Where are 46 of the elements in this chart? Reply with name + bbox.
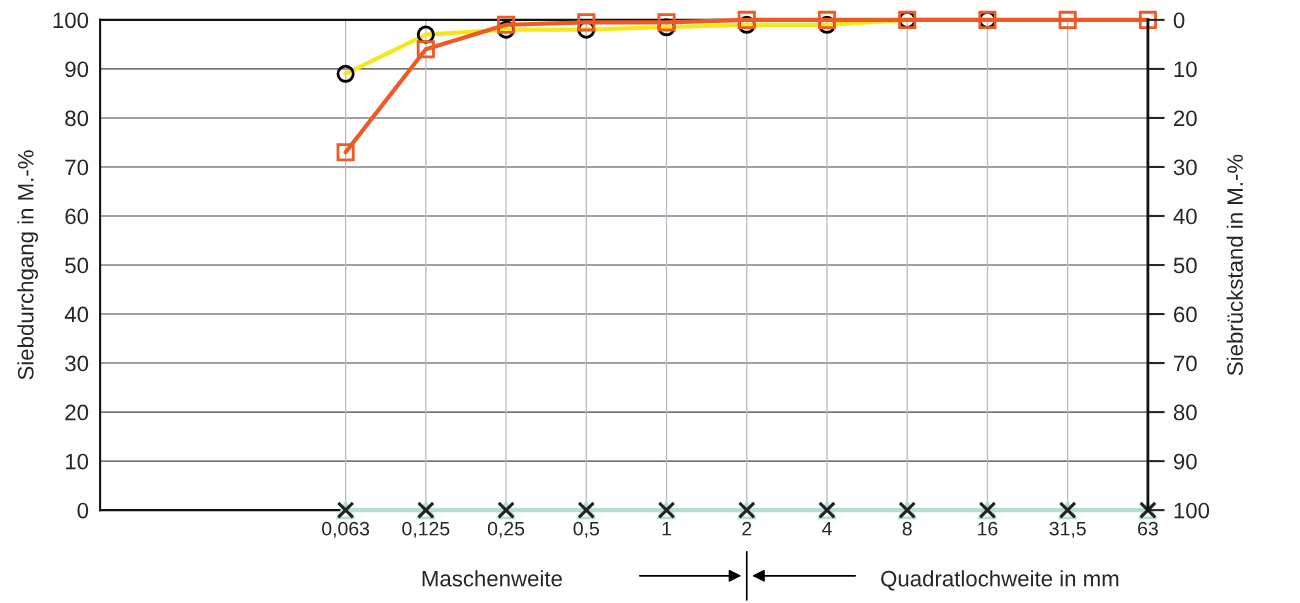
point bbox=[416, 40, 435, 59]
text: Maschenweite bbox=[422, 570, 562, 587]
x-tick-label: 0,063 bbox=[322, 521, 370, 538]
x-tick-label: 8 bbox=[902, 521, 912, 536]
y2-tick-label: 80 bbox=[1173, 404, 1197, 421]
x-tick-label: 4 bbox=[822, 521, 832, 536]
y-tick-label: 100 bbox=[53, 12, 89, 29]
point bbox=[497, 15, 516, 34]
y-tick-label: 30 bbox=[65, 355, 89, 372]
x-tick-label: 0,125 bbox=[402, 521, 450, 538]
x-tick-label: 0,5 bbox=[573, 521, 599, 538]
y-axis-title: Siebdurchgang in M.-% bbox=[17, 150, 39, 380]
x-tick-label: 1 bbox=[662, 521, 671, 536]
y2-tick-label: 90 bbox=[1173, 453, 1197, 470]
point bbox=[1138, 10, 1157, 29]
y2-tick-label: 10 bbox=[1174, 61, 1197, 78]
point bbox=[1058, 10, 1077, 29]
x-tick-label: 31,5 bbox=[1049, 521, 1086, 538]
x-tick-label: 63 bbox=[1138, 521, 1158, 536]
point bbox=[577, 13, 596, 32]
y-tick-label: 10 bbox=[65, 453, 89, 470]
point bbox=[817, 10, 837, 29]
y-tick-label: 60 bbox=[65, 208, 89, 225]
point bbox=[657, 13, 676, 32]
x-tick-label: 0,25 bbox=[487, 521, 525, 538]
point bbox=[336, 143, 355, 162]
y-tick-label: 20 bbox=[65, 404, 89, 421]
x-tick-label: 16 bbox=[978, 521, 998, 536]
y-tick-label: 40 bbox=[64, 306, 89, 323]
y-tick-label: 70 bbox=[65, 159, 89, 176]
y2-tick-label: 0 bbox=[1173, 12, 1185, 29]
y-tick-label: 90 bbox=[65, 61, 89, 78]
y2-tick-label: 20 bbox=[1174, 110, 1197, 127]
y-tick-label: 80 bbox=[65, 110, 89, 127]
y2-tick-label: 100 bbox=[1174, 502, 1210, 519]
y2-tick-label: 40 bbox=[1173, 208, 1197, 225]
y2-tick-label: 30 bbox=[1173, 159, 1197, 176]
y-tick-label: 0 bbox=[77, 502, 89, 519]
y2-tick-label: 70 bbox=[1174, 355, 1197, 372]
y2-axis-title: Siebrückstand in M.-% bbox=[1226, 154, 1243, 376]
y-tick-label: 50 bbox=[65, 257, 89, 274]
y2-tick-label: 60 bbox=[1174, 306, 1197, 323]
x-tick-label: 2 bbox=[742, 521, 752, 536]
point bbox=[737, 10, 756, 29]
y2-tick-label: 50 bbox=[1173, 257, 1197, 274]
text: Quadratlochweite in mm bbox=[881, 570, 1119, 591]
